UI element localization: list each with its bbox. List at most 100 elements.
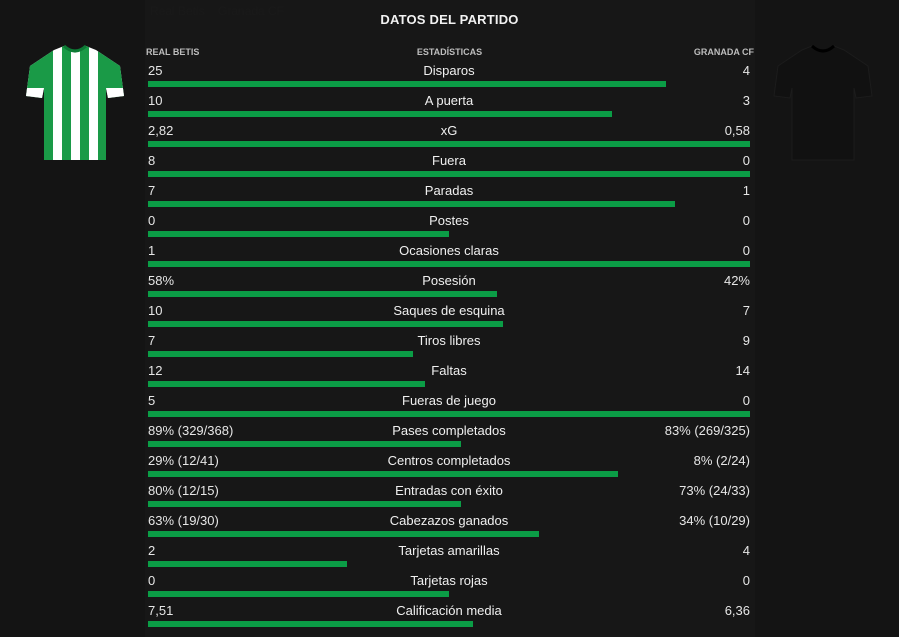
stat-label: Fueras de juego (402, 393, 496, 408)
stat-row: Calificación media 7,51 6,36 (148, 602, 750, 632)
stat-row: Centros completados 29% (12/41) 8% (2/24) (148, 452, 750, 482)
stats-header: ESTADÍSTICAS (416, 47, 483, 57)
stat-bar (148, 531, 540, 537)
stat-label: A puerta (424, 93, 474, 108)
stat-bar (148, 171, 750, 177)
home-value: 7,51 (148, 603, 174, 618)
stat-label: Faltas (431, 363, 467, 378)
home-value: 25 (148, 63, 163, 78)
stat-label: Tarjetas rojas (410, 573, 488, 588)
home-value: 89% (329/368) (148, 423, 234, 438)
stat-label: Ocasiones claras (399, 243, 499, 258)
stat-bar (148, 471, 618, 477)
stat-label: Posesión (422, 273, 476, 288)
stat-row: Ocasiones claras 1 0 (148, 242, 750, 272)
home-value: 80% (12/15) (148, 483, 219, 498)
stat-row: Disparos 25 4 (148, 62, 750, 92)
home-value: 10 (148, 93, 163, 108)
stat-row: Faltas 12 14 (148, 362, 750, 392)
stat-bar (148, 111, 612, 117)
stat-row: Pases completados 89% (329/368) 83% (269/3… (148, 422, 750, 452)
away-value: 1 (742, 183, 750, 198)
home-value: 0 (148, 213, 156, 228)
away-value: 4 (742, 543, 750, 558)
stat-bar (148, 81, 666, 87)
away-value: 42% (723, 273, 750, 288)
away-value: 73% (24/33) (679, 483, 750, 498)
stat-row: Saques de esquina 10 7 (148, 302, 750, 332)
home-value: 12 (148, 363, 163, 378)
stat-row: xG 2,82 0,58 (148, 122, 750, 152)
away-value: 0 (742, 213, 750, 228)
home-value: 0 (148, 573, 156, 588)
stat-label: Tiros libres (417, 333, 481, 348)
away-value: 0 (742, 573, 750, 588)
away-value: 14 (735, 363, 750, 378)
away-value: 0 (742, 153, 750, 168)
stat-bar (148, 411, 750, 417)
away-kit-shirt-icon (773, 44, 873, 161)
away-value: 0 (742, 243, 750, 258)
stat-label: Cabezazos ganados (389, 513, 509, 528)
stat-bar (148, 141, 750, 147)
stat-label: Pases completados (392, 423, 506, 438)
away-value: 9 (742, 333, 750, 348)
stat-label: Calificación media (396, 603, 502, 618)
stat-row: Cabezazos ganados 63% (19/30) 34% (10/29) (148, 512, 750, 542)
stat-label: xG (440, 123, 458, 138)
panel-title: DATOS DEL PARTIDO (380, 12, 519, 27)
stat-row: Entradas con éxito 80% (12/15) 73% (24/33) (148, 482, 750, 512)
home-value: 2 (148, 543, 156, 558)
away-value: 83% (269/325) (664, 423, 750, 438)
stat-row: A puerta 10 3 (148, 92, 750, 122)
home-value: 7 (148, 183, 156, 198)
stat-row: Posesión 58% 42% (148, 272, 750, 302)
home-value: 29% (12/41) (148, 453, 219, 468)
match-stats-panel (145, 0, 755, 637)
stat-bar (148, 261, 750, 267)
stat-row: Fuera 8 0 (148, 152, 750, 182)
stat-label: Paradas (424, 183, 474, 198)
stat-row: Tarjetas rojas 0 0 (148, 572, 750, 602)
home-value: 1 (148, 243, 156, 258)
home-value: 58% (148, 273, 175, 288)
away-value: 3 (742, 93, 750, 108)
stat-label: Disparos (423, 63, 475, 78)
away-value: 4 (742, 63, 750, 78)
stat-row: Tiros libres 7 9 (148, 332, 750, 362)
away-value: 6,36 (724, 603, 750, 618)
stat-bar (148, 591, 449, 597)
stat-label: Entradas con éxito (395, 483, 503, 498)
stat-label: Fuera (432, 153, 466, 168)
home-kit-shirt-icon (26, 44, 124, 160)
away-value: 8% (2/24) (693, 453, 750, 468)
stat-bar (148, 321, 504, 327)
stat-bar (148, 621, 474, 627)
home-value: 5 (148, 393, 156, 408)
stat-row: Fueras de juego 5 0 (148, 392, 750, 422)
stat-bar (148, 231, 449, 237)
stat-bar (148, 441, 462, 447)
home-value: 63% (19/30) (148, 513, 219, 528)
away-value: 0 (742, 393, 750, 408)
stat-bar (148, 381, 425, 387)
stat-bar (148, 351, 413, 357)
away-value: 0,58 (724, 123, 750, 138)
stat-label: Saques de esquina (393, 303, 505, 318)
stat-bar (148, 501, 462, 507)
home-team-header: REAL BETIS (146, 47, 200, 57)
away-value: 34% (10/29) (679, 513, 750, 528)
stat-bar (148, 561, 347, 567)
stats-list: Disparos 25 4 A puerta 10 3 xG 2,82 0,58 Fuera 8 0 P… (148, 62, 750, 632)
stat-label: Postes (429, 213, 469, 228)
stat-row: Postes 0 0 (148, 212, 750, 242)
stat-row: Paradas 7 1 (148, 182, 750, 212)
stat-bar (148, 201, 675, 207)
stat-row: Tarjetas amarillas 2 4 (148, 542, 750, 572)
away-value: 7 (742, 303, 750, 318)
stat-label: Centros completados (387, 453, 511, 468)
stat-label: Tarjetas amarillas (398, 543, 500, 558)
stat-bar (148, 291, 498, 297)
home-value: 8 (148, 153, 156, 168)
away-team-header: GRANADA CF (693, 47, 754, 57)
